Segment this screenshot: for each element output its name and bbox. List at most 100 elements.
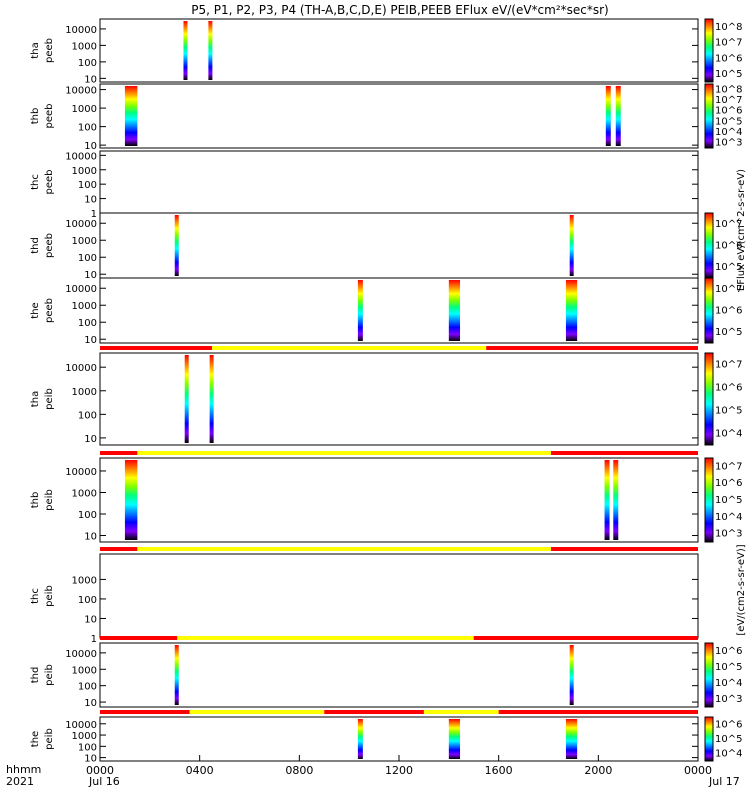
x-tick-label: 0000 [86,764,114,777]
panel-frame [99,642,699,708]
instrument-label: peeb [44,38,55,63]
colorbar-tick-label: 10^4 [715,512,742,523]
colorbar [704,212,714,279]
spectrogram-burst [565,280,578,341]
panel-thc-peib: 1 10 100 1000 thc peib [30,553,699,645]
mode-bar [100,346,698,350]
panel-thd-peib: 10 100 1000 10000 thd peib 10^3 10^4 10^5 10^6 [30,642,742,709]
spectrogram-burst [174,215,179,276]
mode-bar-segment [100,547,138,551]
spectrogram-burst [184,355,189,443]
mode-bar-segment [177,636,474,640]
y-tick-label: 1000 [72,104,97,115]
colorbar-tick-label: 10^5 [715,406,742,417]
y-tick-label: 10000 [65,284,97,295]
panel-frame [99,277,699,344]
y-tick-label: 100 [78,58,97,69]
colorbar-tick-label: 10^7 [715,360,742,371]
instrument-label: peib [44,664,55,686]
y-tick-label: 1000 [72,236,97,247]
mode-bar-segment [324,710,424,714]
y-tick-label: 10 [84,195,97,206]
colorbar-tick-label: 10^6 [715,383,742,394]
axis-units-label: hhmm [6,763,41,776]
colorbar-tick-label: 10^3 [715,694,742,705]
panel-frame [99,352,699,446]
x-tick-label: 0000 [684,764,712,777]
y-tick-label: 100 [78,682,97,693]
spectrogram-burst [565,719,578,759]
x-tick-label: 1200 [385,764,413,777]
colorbar-tick-label: 10^5 [715,662,742,673]
colorbar-tick-label: 10^4 [715,678,742,689]
colorbar [704,642,714,708]
colorbar-tick-label: 10^5 [715,734,742,745]
mode-bar-segment [100,710,190,714]
spectrogram-burst [357,719,363,759]
y-tick-label: 10000 [65,86,97,97]
y-tick-label: 1000 [72,166,97,177]
mode-bar-segment [423,710,499,714]
colorbar-tick-label: 10^4 [715,127,742,138]
mode-bar-segment [212,346,487,350]
colorbar-tick-label: 10^3 [715,529,742,540]
x-tick-label: 1600 [485,764,513,777]
y-tick-label: 100 [78,318,97,329]
y-tick-label: 10000 [65,467,97,478]
panel-frame [99,716,699,762]
colorbar-tick-label: 10^5 [715,495,742,506]
y-tick-label: 100 [78,410,97,421]
colorbar [704,352,714,446]
colorbar-tick-label: 10^8 [715,84,742,95]
spectrogram-burst [124,86,138,146]
y-tick-label: 10 [84,614,97,625]
mode-bar-segment [137,451,551,455]
y-tick-label: 100 [78,510,97,521]
y-tick-label: 1000 [72,665,97,676]
probe-label: thc [30,174,41,190]
y-tick-label: 1000 [72,488,97,499]
y-tick-label: 1000 [72,41,97,52]
y-tick-label: 10000 [65,219,97,230]
mode-bar-segment [550,547,698,551]
colorbar-tick-label: 10^6 [715,306,742,317]
spectrogram-burst [604,460,610,540]
colorbar-tick-label: 10^7 [715,284,742,295]
colorbar-tick-label: 10^6 [715,241,742,252]
panel-frame [99,150,699,214]
y-tick-label: 1 [91,634,97,645]
spectrogram-burst [448,280,461,341]
y-tick-label: 10000 [65,363,97,374]
y-tick-label: 10 [84,698,97,709]
y-tick-label: 100 [78,180,97,191]
end-date-label: Jul 17 [708,775,740,788]
y-tick-label: 10 [84,270,97,281]
mode-bar [100,710,698,714]
colorbar-tick-label: 10^4 [715,749,742,760]
mode-bar-segment [100,346,213,350]
y-tick-label: 10 [84,754,97,765]
colorbar-tick-label: 10^7 [715,38,742,49]
electron-colorbar-label: EFlux eV/(cm^2-s-sr-eV) [736,169,747,291]
mode-bar-segment [137,547,551,551]
mode-bar-segment [473,636,698,640]
x-tick-label: 2000 [584,764,612,777]
mode-bar-segment [100,451,138,455]
time-axis: 0000 0400 0800 1200 1600 2000 0000 [86,755,712,777]
spectrogram-burst [448,719,461,759]
spectrogram-burst [124,460,138,540]
panel-thc-peeb: 1 10 100 1000 10000 thc peeb [30,150,699,220]
y-tick-label: 10 [84,74,97,85]
y-tick-label: 1000 [72,301,97,312]
start-date-label: Jul 16 [88,775,120,788]
instrument-label: peib [44,489,55,511]
y-tick-label: 100 [78,595,97,606]
spectrogram-burst [613,460,619,540]
mode-bar-segment [550,451,698,455]
colorbar [704,277,714,344]
probe-label: thd [30,667,41,684]
panel-tha-peeb: 10 100 1000 10000 tha peeb 10^5 10^6 10^7 10^8 [30,18,742,85]
colorbar-tick-label: 10^6 [715,646,742,657]
probe-label: tha [30,42,41,58]
